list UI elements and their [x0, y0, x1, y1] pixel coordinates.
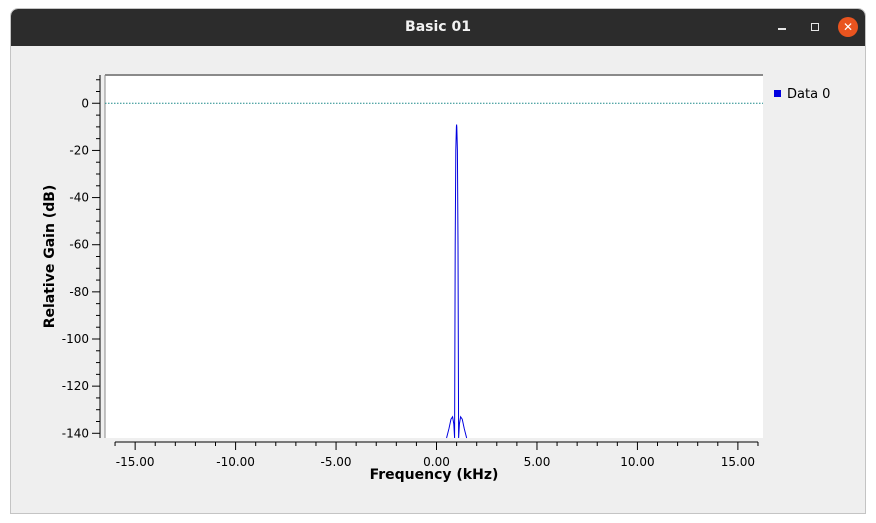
close-icon: ✕ — [842, 20, 854, 34]
x-tick-label: -5.00 — [321, 455, 352, 469]
x-tick-label: 5.00 — [524, 455, 551, 469]
series-line-data-0 — [446, 124, 468, 439]
minimize-button[interactable] — [772, 17, 792, 37]
y-tick-label: 0 — [81, 96, 89, 110]
app-window: Basic 01 ✕ 0 -20 -40 -60 -80 -100 -120 -140 -15.… — [10, 8, 866, 514]
frequency-plot[interactable]: 0 -20 -40 -60 -80 -100 -120 -140 -15.00 -10.00 -5.… — [11, 9, 866, 514]
legend[interactable]: Data 0 — [774, 87, 830, 102]
legend-swatch-data-0 — [774, 90, 781, 97]
maximize-icon — [811, 23, 819, 31]
legend-label-data-0: Data 0 — [787, 87, 831, 102]
x-tick-label: -10.00 — [216, 455, 255, 469]
y-tick-label: -40 — [69, 191, 89, 205]
y-tick-label: -100 — [62, 332, 89, 346]
plot-canvas — [105, 75, 763, 438]
x-axis-title: Frequency (kHz) — [370, 467, 499, 483]
close-button[interactable]: ✕ — [838, 17, 858, 37]
maximize-button[interactable] — [805, 17, 825, 37]
y-tick-label: -20 — [69, 143, 89, 157]
y-tick-label: -140 — [62, 426, 89, 440]
y-tick-label: -80 — [69, 285, 89, 299]
title-bar[interactable]: Basic 01 ✕ — [11, 9, 865, 46]
x-tick-label: 10.00 — [620, 455, 654, 469]
window-title: Basic 01 — [405, 19, 471, 35]
x-tick-label: 0.00 — [423, 455, 450, 469]
minimize-icon — [778, 28, 786, 30]
x-tick-label: -15.00 — [116, 455, 155, 469]
y-tick-label: -60 — [69, 238, 89, 252]
x-tick-label: 15.00 — [721, 455, 755, 469]
y-tick-label: -120 — [62, 379, 89, 393]
y-axis-title: Relative Gain (dB) — [42, 185, 58, 329]
